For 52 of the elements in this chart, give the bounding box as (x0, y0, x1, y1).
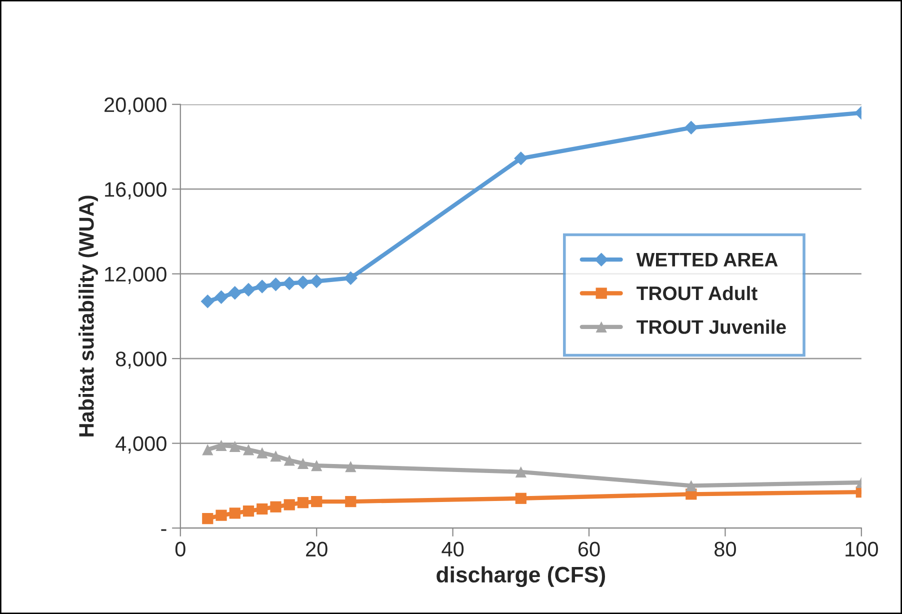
point (268, 278, 283, 292)
x-tick-label: 40 (442, 542, 464, 557)
x-axis-title: discharge (CFS) (436, 566, 606, 588)
y-tick-label: 16,000 (105, 182, 166, 200)
legend-label: TROUT Adult (636, 286, 758, 300)
y-tick-label: 20,000 (104, 97, 166, 115)
x-tick-label: 60 (578, 542, 600, 557)
point (202, 512, 214, 524)
point (296, 275, 310, 290)
point (311, 460, 322, 472)
point (345, 496, 356, 508)
point (515, 492, 526, 504)
point (216, 510, 227, 521)
point (684, 120, 698, 135)
point (229, 508, 240, 519)
point (256, 447, 268, 458)
point (284, 499, 295, 510)
point (270, 501, 282, 512)
point (282, 276, 296, 290)
point (229, 440, 240, 452)
point (686, 480, 697, 492)
point (284, 454, 295, 466)
x-tick-label: 0 (175, 542, 186, 557)
point (216, 440, 227, 451)
point (311, 496, 322, 508)
point (345, 461, 356, 472)
point (310, 274, 324, 288)
point (242, 506, 254, 517)
point (270, 450, 282, 462)
y-axis-title: Habitat suitability (WUA) (78, 196, 98, 436)
point (242, 282, 256, 297)
point (256, 503, 268, 515)
x-tick-label: 80 (714, 542, 736, 557)
y-tick-label: 8,000 (116, 352, 166, 369)
point (297, 458, 309, 469)
point (255, 280, 269, 294)
point (228, 286, 242, 300)
point (202, 444, 214, 456)
point (214, 290, 228, 304)
point (242, 444, 254, 456)
point (514, 152, 528, 166)
point (344, 271, 358, 285)
y-tick-label: - (161, 529, 166, 531)
legend-label: WETTED AREA (636, 252, 778, 266)
point (297, 497, 309, 508)
x-tick-label: 20 (306, 542, 328, 557)
point (200, 294, 215, 308)
point (515, 466, 526, 478)
y-tick-label: 4,000 (116, 436, 166, 454)
x-tick-label: 100 (846, 542, 878, 557)
legend-label: TROUT Juvenile (636, 320, 786, 334)
y-tick-label: 12,000 (105, 266, 166, 284)
